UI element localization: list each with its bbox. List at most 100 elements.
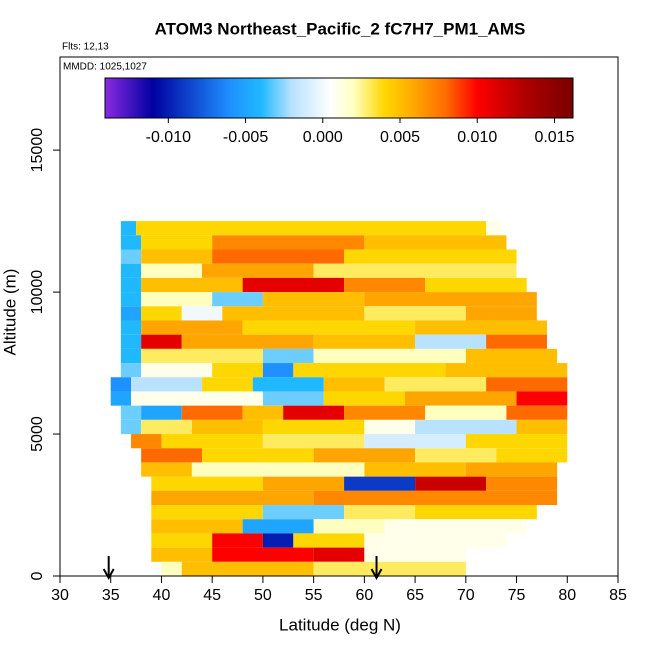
heatmap-cell xyxy=(415,334,487,349)
date-note: MMDD: 1025,1027 xyxy=(63,62,147,73)
heatmap-cell xyxy=(313,547,365,562)
heatmap-cell xyxy=(120,263,142,278)
heatmap-cell xyxy=(136,221,487,236)
x-tick-label: 50 xyxy=(254,587,272,604)
heatmap-cell xyxy=(141,462,192,477)
heatmap-cell xyxy=(110,377,132,392)
heatmap-cell xyxy=(191,419,263,435)
heatmap-cell xyxy=(120,277,142,293)
heatmap-cell xyxy=(141,249,213,264)
heatmap-cell xyxy=(293,363,446,378)
heatmap-cell xyxy=(141,263,203,278)
colorbar-tick-label: -0.010 xyxy=(146,129,191,146)
heatmap-cell xyxy=(465,434,568,449)
heatmap-cell xyxy=(141,235,213,250)
heatmap-cell xyxy=(313,348,466,364)
heatmap-cell xyxy=(364,235,507,250)
heatmap-cell xyxy=(141,277,243,293)
heatmap-cell xyxy=(161,561,182,576)
x-tick-label: 70 xyxy=(457,587,475,604)
heatmap-cell xyxy=(364,434,466,449)
heatmap-cell xyxy=(262,434,365,449)
heatmap-cell xyxy=(415,320,547,335)
heatmap-cell xyxy=(181,306,223,321)
heatmap-cell xyxy=(181,561,314,576)
heatmap-cell xyxy=(212,533,263,548)
heatmap-cell xyxy=(141,448,203,463)
heatmap-cell xyxy=(151,490,314,506)
heatmap-cell xyxy=(344,405,426,420)
heatmap xyxy=(110,221,568,576)
heatmap-cell xyxy=(181,334,314,349)
heatmap-cell xyxy=(120,405,142,420)
heatmap-cell xyxy=(120,292,142,307)
x-tick-label: 75 xyxy=(508,587,526,604)
x-tick-label: 45 xyxy=(203,587,221,604)
heatmap-cell xyxy=(344,249,517,264)
x-tick-label: 40 xyxy=(153,587,171,604)
heatmap-cell xyxy=(151,533,213,548)
arrow-marker xyxy=(370,556,383,581)
heatmap-cell xyxy=(425,405,507,420)
heatmap-cell xyxy=(202,263,314,278)
heatmap-cell xyxy=(344,277,426,293)
heatmap-cell xyxy=(262,419,365,435)
heatmap-cell xyxy=(252,377,324,392)
heatmap-cell xyxy=(262,363,294,378)
heatmap-cell xyxy=(364,292,537,307)
x-axis-label: Latitude (deg N) xyxy=(279,615,401,634)
colorbar-tick-label: 0.010 xyxy=(457,129,497,146)
y-tick-label: 10000 xyxy=(29,270,46,315)
heatmap-cell xyxy=(242,405,284,420)
y-tick-label: 0 xyxy=(29,571,46,580)
heatmap-cell xyxy=(212,547,314,562)
heatmap-cell xyxy=(141,363,213,378)
x-tick-label: 35 xyxy=(102,587,120,604)
heatmap-cell xyxy=(344,505,416,520)
colorbar xyxy=(104,77,574,119)
y-axis-label: Altitude (m) xyxy=(0,269,19,356)
heatmap-cell xyxy=(151,519,243,534)
heatmap-cell xyxy=(202,377,253,392)
heatmap-cell xyxy=(313,448,416,463)
heatmap-cell xyxy=(110,391,132,406)
heatmap-cell xyxy=(486,221,502,236)
heatmap-cell xyxy=(191,462,365,477)
flights-note: Flts: 12,13 xyxy=(62,42,109,53)
heatmap-cell xyxy=(141,292,213,307)
heatmap-cell xyxy=(516,419,568,435)
heatmap-cell xyxy=(141,320,243,335)
heatmap-cell xyxy=(120,334,142,349)
heatmap-cell xyxy=(262,391,324,406)
heatmap-cell xyxy=(486,377,568,392)
colorbar-tick-label: 0.015 xyxy=(534,129,574,146)
heatmap-cell xyxy=(313,334,416,349)
heatmap-cell xyxy=(212,249,345,264)
heatmap-cell xyxy=(364,419,416,435)
heatmap-cell xyxy=(131,434,162,449)
heatmap-cell xyxy=(151,547,213,562)
heatmap-cell xyxy=(364,547,466,562)
heatmap-cell xyxy=(120,249,142,264)
x-tick-label: 65 xyxy=(406,587,424,604)
heatmap-cell xyxy=(141,405,182,420)
heatmap-cell xyxy=(202,448,314,463)
heatmap-cell xyxy=(222,306,365,321)
x-tick-label: 80 xyxy=(558,587,576,604)
heatmap-cell xyxy=(242,320,416,335)
colorbar-tick-label: 0.000 xyxy=(303,129,343,146)
heatmap-cell xyxy=(364,533,507,548)
heatmap-cell xyxy=(496,448,568,463)
x-tick-label: 60 xyxy=(355,587,373,604)
heatmap-cell xyxy=(384,519,527,534)
heatmap-cell xyxy=(425,277,527,293)
heatmap-cell xyxy=(313,519,385,534)
heatmap-cell xyxy=(131,391,263,406)
heatmap-cell xyxy=(120,348,142,364)
plot-frame xyxy=(59,56,619,577)
y-tick-label: 5000 xyxy=(29,416,46,452)
heatmap-cell xyxy=(364,306,466,321)
heatmap-cell xyxy=(212,363,263,378)
heatmap-cell xyxy=(262,292,365,307)
